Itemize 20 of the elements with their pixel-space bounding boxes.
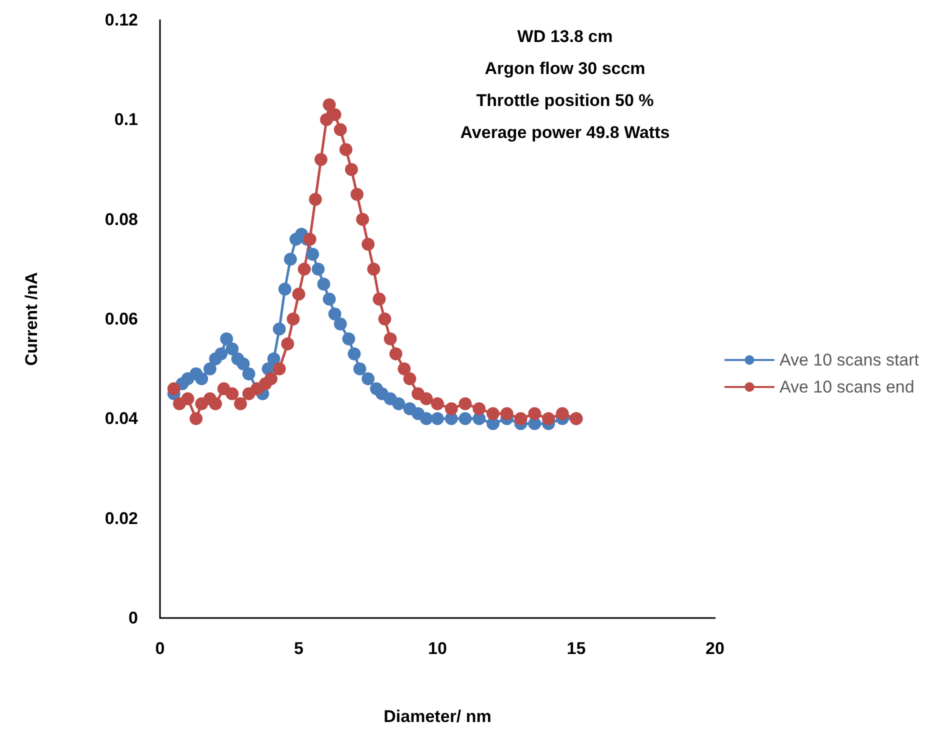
x-tick-label: 20 xyxy=(706,639,724,658)
y-tick-label: 0.08 xyxy=(104,210,138,229)
x-tick-label: 15 xyxy=(566,639,586,658)
y-tick-label: 0.02 xyxy=(104,508,138,528)
annotation: WD 13.8 cm xyxy=(517,27,613,46)
annotation: Argon flow 30 sccm xyxy=(484,59,646,78)
x-axis-title: Diameter/ nm xyxy=(384,707,492,726)
annotation: Average power 49.8 Watts xyxy=(460,123,670,142)
x-tick-label: 5 xyxy=(294,639,304,658)
y-tick-label: 0.1 xyxy=(114,110,138,130)
y-tick-label: 0.12 xyxy=(104,10,138,30)
annotation: Throttle position 50 % xyxy=(476,91,654,110)
y-tick-label: 0.04 xyxy=(104,409,139,428)
x-tick-label: 10 xyxy=(428,639,447,658)
y-tick-label: 0.06 xyxy=(104,310,138,328)
y-tick-label: 0 xyxy=(128,608,138,628)
legend-label: Ave 10 scans start xyxy=(779,350,920,370)
legend-label: Ave 10 scans end xyxy=(779,378,914,396)
x-tick-label: 0 xyxy=(155,639,165,658)
y-axis-title: Current /nA xyxy=(22,272,41,366)
